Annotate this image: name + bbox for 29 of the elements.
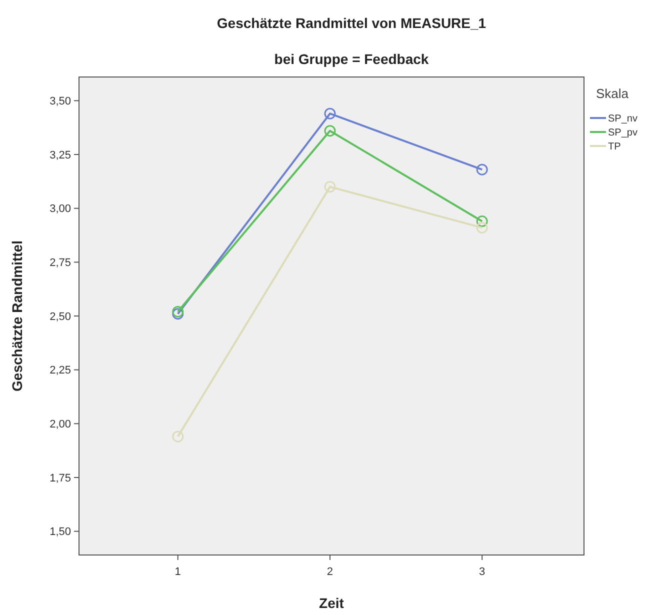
chart-subtitle: bei Gruppe = Feedback: [274, 51, 429, 67]
point: [324, 108, 336, 120]
legend-label: SP_nv: [608, 114, 638, 124]
point: [324, 181, 336, 193]
point: [172, 430, 184, 442]
point: [172, 308, 184, 320]
legend-label: TP: [608, 142, 622, 152]
y-tick-label: 2,75: [50, 257, 71, 270]
point: [476, 164, 488, 176]
y-axis-title: Geschätzte Randmittel: [9, 240, 25, 392]
point: [172, 306, 184, 318]
x-tick-label: 1: [174, 566, 181, 578]
point: [476, 222, 488, 234]
y-tick-label: 3,00: [50, 203, 71, 216]
y-tick-label: 1,75: [50, 472, 71, 484]
y-tick-label: 2,25: [50, 364, 71, 377]
point: [476, 216, 488, 228]
y-tick-label: 3,25: [50, 149, 71, 162]
chart-title: Geschätzte Randmittel von MEASURE_1: [216, 15, 486, 31]
y-tick-label: 3,50: [50, 96, 71, 108]
x-tick-label: 2: [326, 566, 334, 578]
x-tick-label: 3: [479, 566, 486, 578]
legend-label: SP_pv: [608, 128, 638, 138]
x-axis-title: Zeit: [319, 595, 344, 611]
point: [324, 125, 336, 137]
legend-title: Skala: [596, 86, 630, 101]
y-tick-label: 1,50: [50, 526, 71, 538]
y-tick-label: 2,00: [50, 418, 71, 431]
y-tick-label: 2,50: [50, 310, 71, 323]
